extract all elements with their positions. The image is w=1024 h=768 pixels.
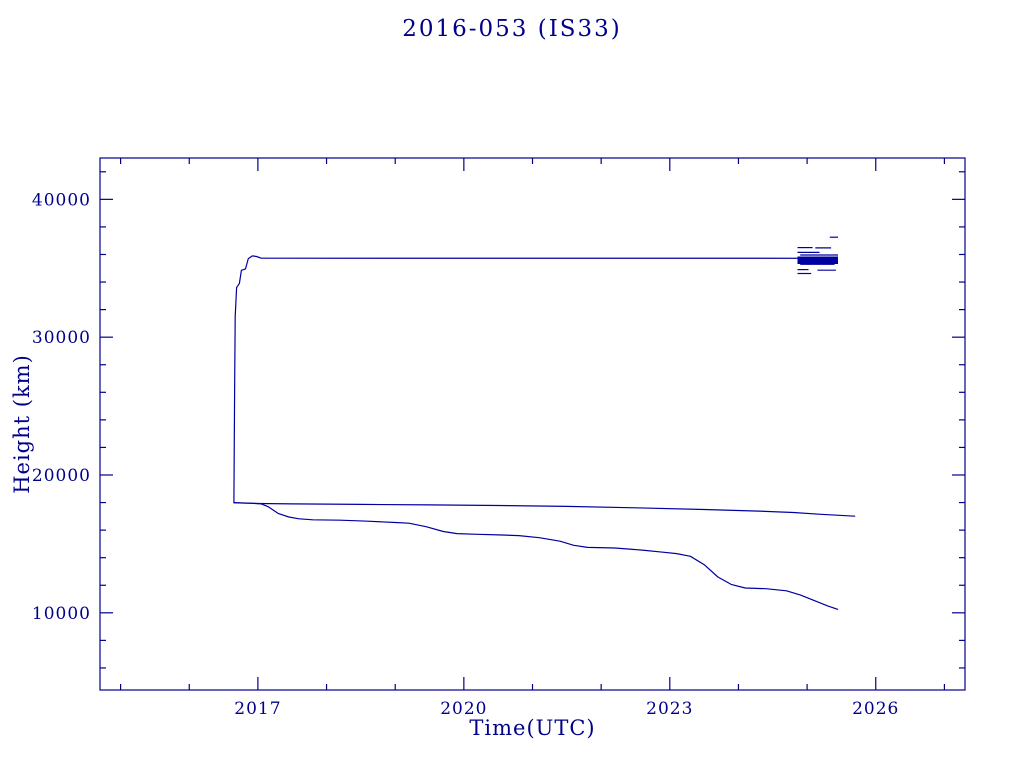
y-axis-label: Height (km) bbox=[10, 354, 34, 494]
chart-title: 2016-053 (IS33) bbox=[402, 16, 622, 42]
y-tick-label: 40000 bbox=[32, 190, 91, 210]
x-tick-label: 2026 bbox=[852, 699, 899, 719]
x-axis-label: Time(UTC) bbox=[469, 716, 596, 740]
y-tick-label: 20000 bbox=[32, 466, 91, 486]
y-tick-label: 10000 bbox=[32, 604, 91, 624]
series-lower-line-perigee bbox=[233, 502, 839, 610]
plot-frame bbox=[99, 157, 966, 691]
x-tick-label: 2017 bbox=[234, 699, 281, 719]
x-tick-label: 2023 bbox=[646, 699, 693, 719]
series-middle-line bbox=[233, 502, 856, 517]
y-tick-label: 30000 bbox=[32, 328, 91, 348]
series-upper-line-apogee bbox=[233, 255, 836, 504]
x-tick-label: 2020 bbox=[440, 699, 487, 719]
